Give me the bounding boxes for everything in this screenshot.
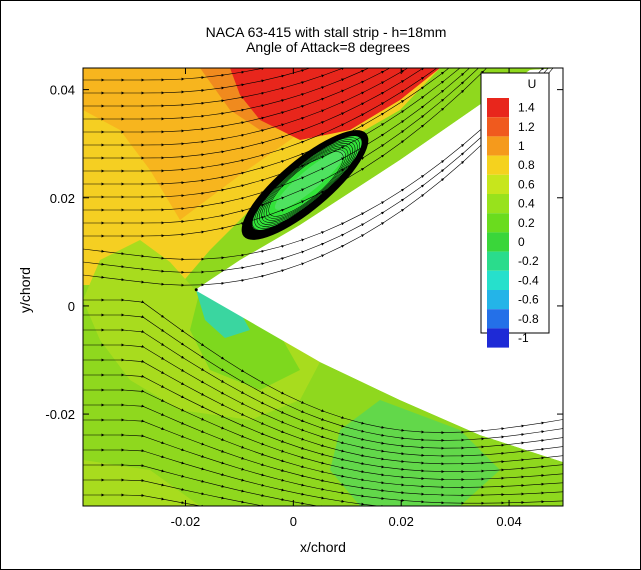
chart-subtitle: Angle of Attack=8 degrees xyxy=(246,39,410,55)
bubble-streamline xyxy=(259,143,353,225)
y-tick-label: -0.02 xyxy=(45,407,75,422)
flow-field xyxy=(83,68,563,506)
bubble-streamline xyxy=(247,133,365,235)
x-tick-label: 0 xyxy=(290,514,297,529)
legend-swatch xyxy=(487,136,509,156)
x-tick-label: -0.02 xyxy=(171,514,201,529)
legend-title: U xyxy=(528,77,537,91)
x-tick-label: 0.04 xyxy=(496,514,521,529)
x-axis-label: x/chord xyxy=(300,539,346,555)
legend-label: -0.8 xyxy=(518,312,539,326)
y-axis-ticks: 0.04 0.02 0 -0.02 xyxy=(45,83,563,422)
y-tick-label: 0.04 xyxy=(50,83,75,98)
streamline xyxy=(83,463,545,506)
legend-swatch xyxy=(487,117,509,137)
bubble-streamline xyxy=(266,149,346,219)
legend-label: -0.4 xyxy=(518,273,539,287)
legend-label: 0.4 xyxy=(518,197,535,211)
legend-label: 0.8 xyxy=(518,158,535,172)
legend-swatch xyxy=(487,309,509,329)
legend-label: 1.4 xyxy=(518,101,535,115)
legend-label: 0 xyxy=(518,235,525,249)
legend-swatch xyxy=(487,251,509,271)
legend-swatch xyxy=(487,194,509,214)
legend-label: -0.6 xyxy=(518,293,539,307)
legend-swatch xyxy=(487,213,509,233)
y-tick-label: 0.02 xyxy=(50,191,75,206)
legend-label: -0.2 xyxy=(518,254,539,268)
streamline xyxy=(83,478,545,506)
chart-title: NACA 63-415 with stall strip - h=18mm xyxy=(206,24,447,40)
y-tick-label: 0 xyxy=(68,299,75,314)
y-axis-label: y/chord xyxy=(17,267,33,313)
bubble-streamline xyxy=(252,137,360,231)
legend-swatch xyxy=(487,232,509,252)
legend-label: 0.2 xyxy=(518,216,535,230)
x-tick-label: 0.02 xyxy=(389,514,414,529)
x-axis-ticks: -0.02 0 0.02 0.04 xyxy=(171,68,522,529)
legend-swatch xyxy=(487,290,509,310)
bubble-streamline xyxy=(256,141,356,227)
bubble-streamline xyxy=(263,147,349,221)
bubble-streamline xyxy=(249,135,363,233)
plot-frame xyxy=(82,67,564,507)
legend-label: 1 xyxy=(518,139,525,153)
streamline xyxy=(83,493,545,506)
legend-swatch xyxy=(487,174,509,194)
legend-swatch xyxy=(487,328,509,348)
legend-swatch xyxy=(487,270,509,290)
stagnation-point xyxy=(194,288,198,292)
legend-label: -1 xyxy=(518,331,529,345)
legend-swatch xyxy=(487,98,509,118)
bubble-streamline xyxy=(254,139,358,229)
legend: U 1.4 1.2 1 0.8 0.6 0.4 0.2 0 -0.2 -0.4 -0.6 -0.8 -1 xyxy=(480,72,550,348)
bubble-streamline xyxy=(261,145,351,223)
streamlines xyxy=(83,68,563,506)
legend-label: 0.6 xyxy=(518,177,535,191)
legend-label: 1.2 xyxy=(518,120,535,134)
legend-swatch xyxy=(487,155,509,175)
bubble-streamline xyxy=(268,151,344,217)
